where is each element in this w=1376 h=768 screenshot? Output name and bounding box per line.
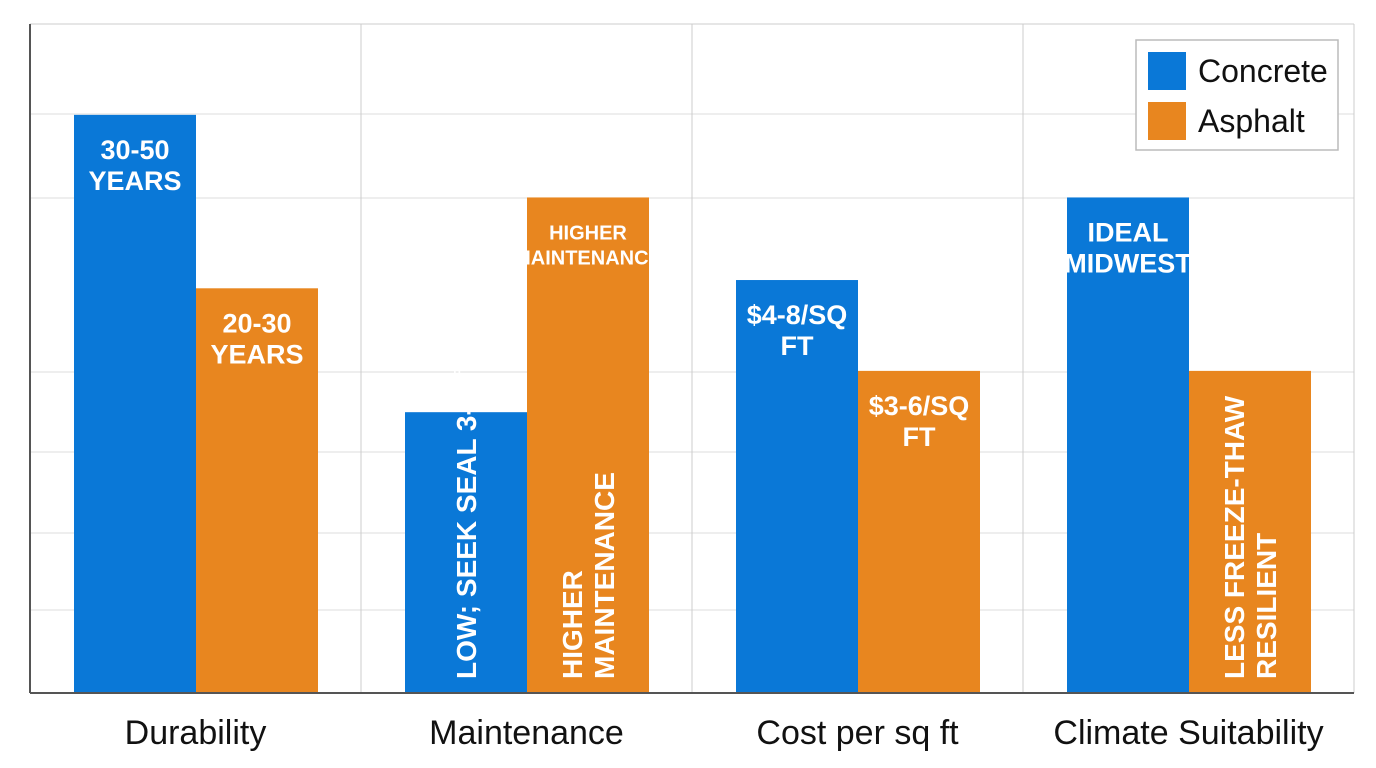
bar-asphalt-3	[1189, 370, 1311, 693]
legend-label-asphalt: Asphalt	[1198, 103, 1305, 139]
bar-label-asphalt-0-1: YEARS	[210, 339, 303, 369]
bar-label-asphalt-2-1: FT	[903, 422, 936, 452]
bars	[74, 114, 1311, 693]
bar-label-asphalt-1-1: MAINTENANCE	[589, 472, 620, 679]
category-labels: Durability Maintenance Cost per sq ft Clima…	[125, 714, 1324, 752]
legend-label-concrete: Concrete	[1198, 53, 1328, 89]
bar-asphalt-1	[527, 197, 649, 693]
category-label-3: Climate Suitability	[1053, 714, 1323, 752]
legend: Concrete Asphalt	[1135, 39, 1339, 151]
bar-asphalt-2	[858, 370, 980, 693]
legend-swatch-concrete	[1148, 52, 1186, 90]
bar-label-suffix-concrete-1: YRS	[451, 356, 468, 387]
bar-concrete-1	[405, 412, 527, 693]
category-label-1: Maintenance	[429, 714, 624, 752]
bar-label-concrete-2-1: FT	[781, 331, 814, 361]
category-label-0: Durability	[125, 714, 267, 752]
category-label-2: Cost per sq ft	[756, 714, 959, 752]
legend-swatch-asphalt	[1148, 102, 1186, 140]
bar-concrete-0	[74, 114, 196, 693]
bar-label-asphalt-3-1: RESILIENT	[1251, 533, 1282, 679]
bar-label-concrete-0-1: YEARS	[88, 166, 181, 196]
bar-label-concrete-2-0: $4-8/SQ	[747, 300, 848, 330]
bar-concrete-3	[1067, 197, 1189, 693]
bar-label-asphalt-3-0: LESS FREEZE-THAW	[1219, 395, 1250, 679]
bar-label-concrete-3-1: MIDWEST	[1064, 248, 1192, 278]
bar-label-concrete-3-0: IDEAL	[1088, 217, 1169, 247]
bar-label-asphalt-2-0: $3-6/SQ	[869, 391, 970, 421]
axes	[29, 23, 1355, 694]
bar-top-label-asphalt-1-1: MAINTENANCE	[514, 247, 662, 269]
bar-asphalt-0	[196, 288, 318, 693]
bar-concrete-2	[736, 280, 858, 693]
bar-label-asphalt-0-0: 20-30	[222, 308, 291, 338]
bar-label-concrete-1-0: LOW; SEEK SEAL 3-5YRS	[451, 356, 482, 679]
bar-top-label-asphalt-1-0: HIGHER	[549, 222, 627, 244]
bar-label-asphalt-1-0: HIGHER	[557, 570, 588, 679]
bar-label-concrete-0-0: 30-50	[100, 135, 169, 165]
